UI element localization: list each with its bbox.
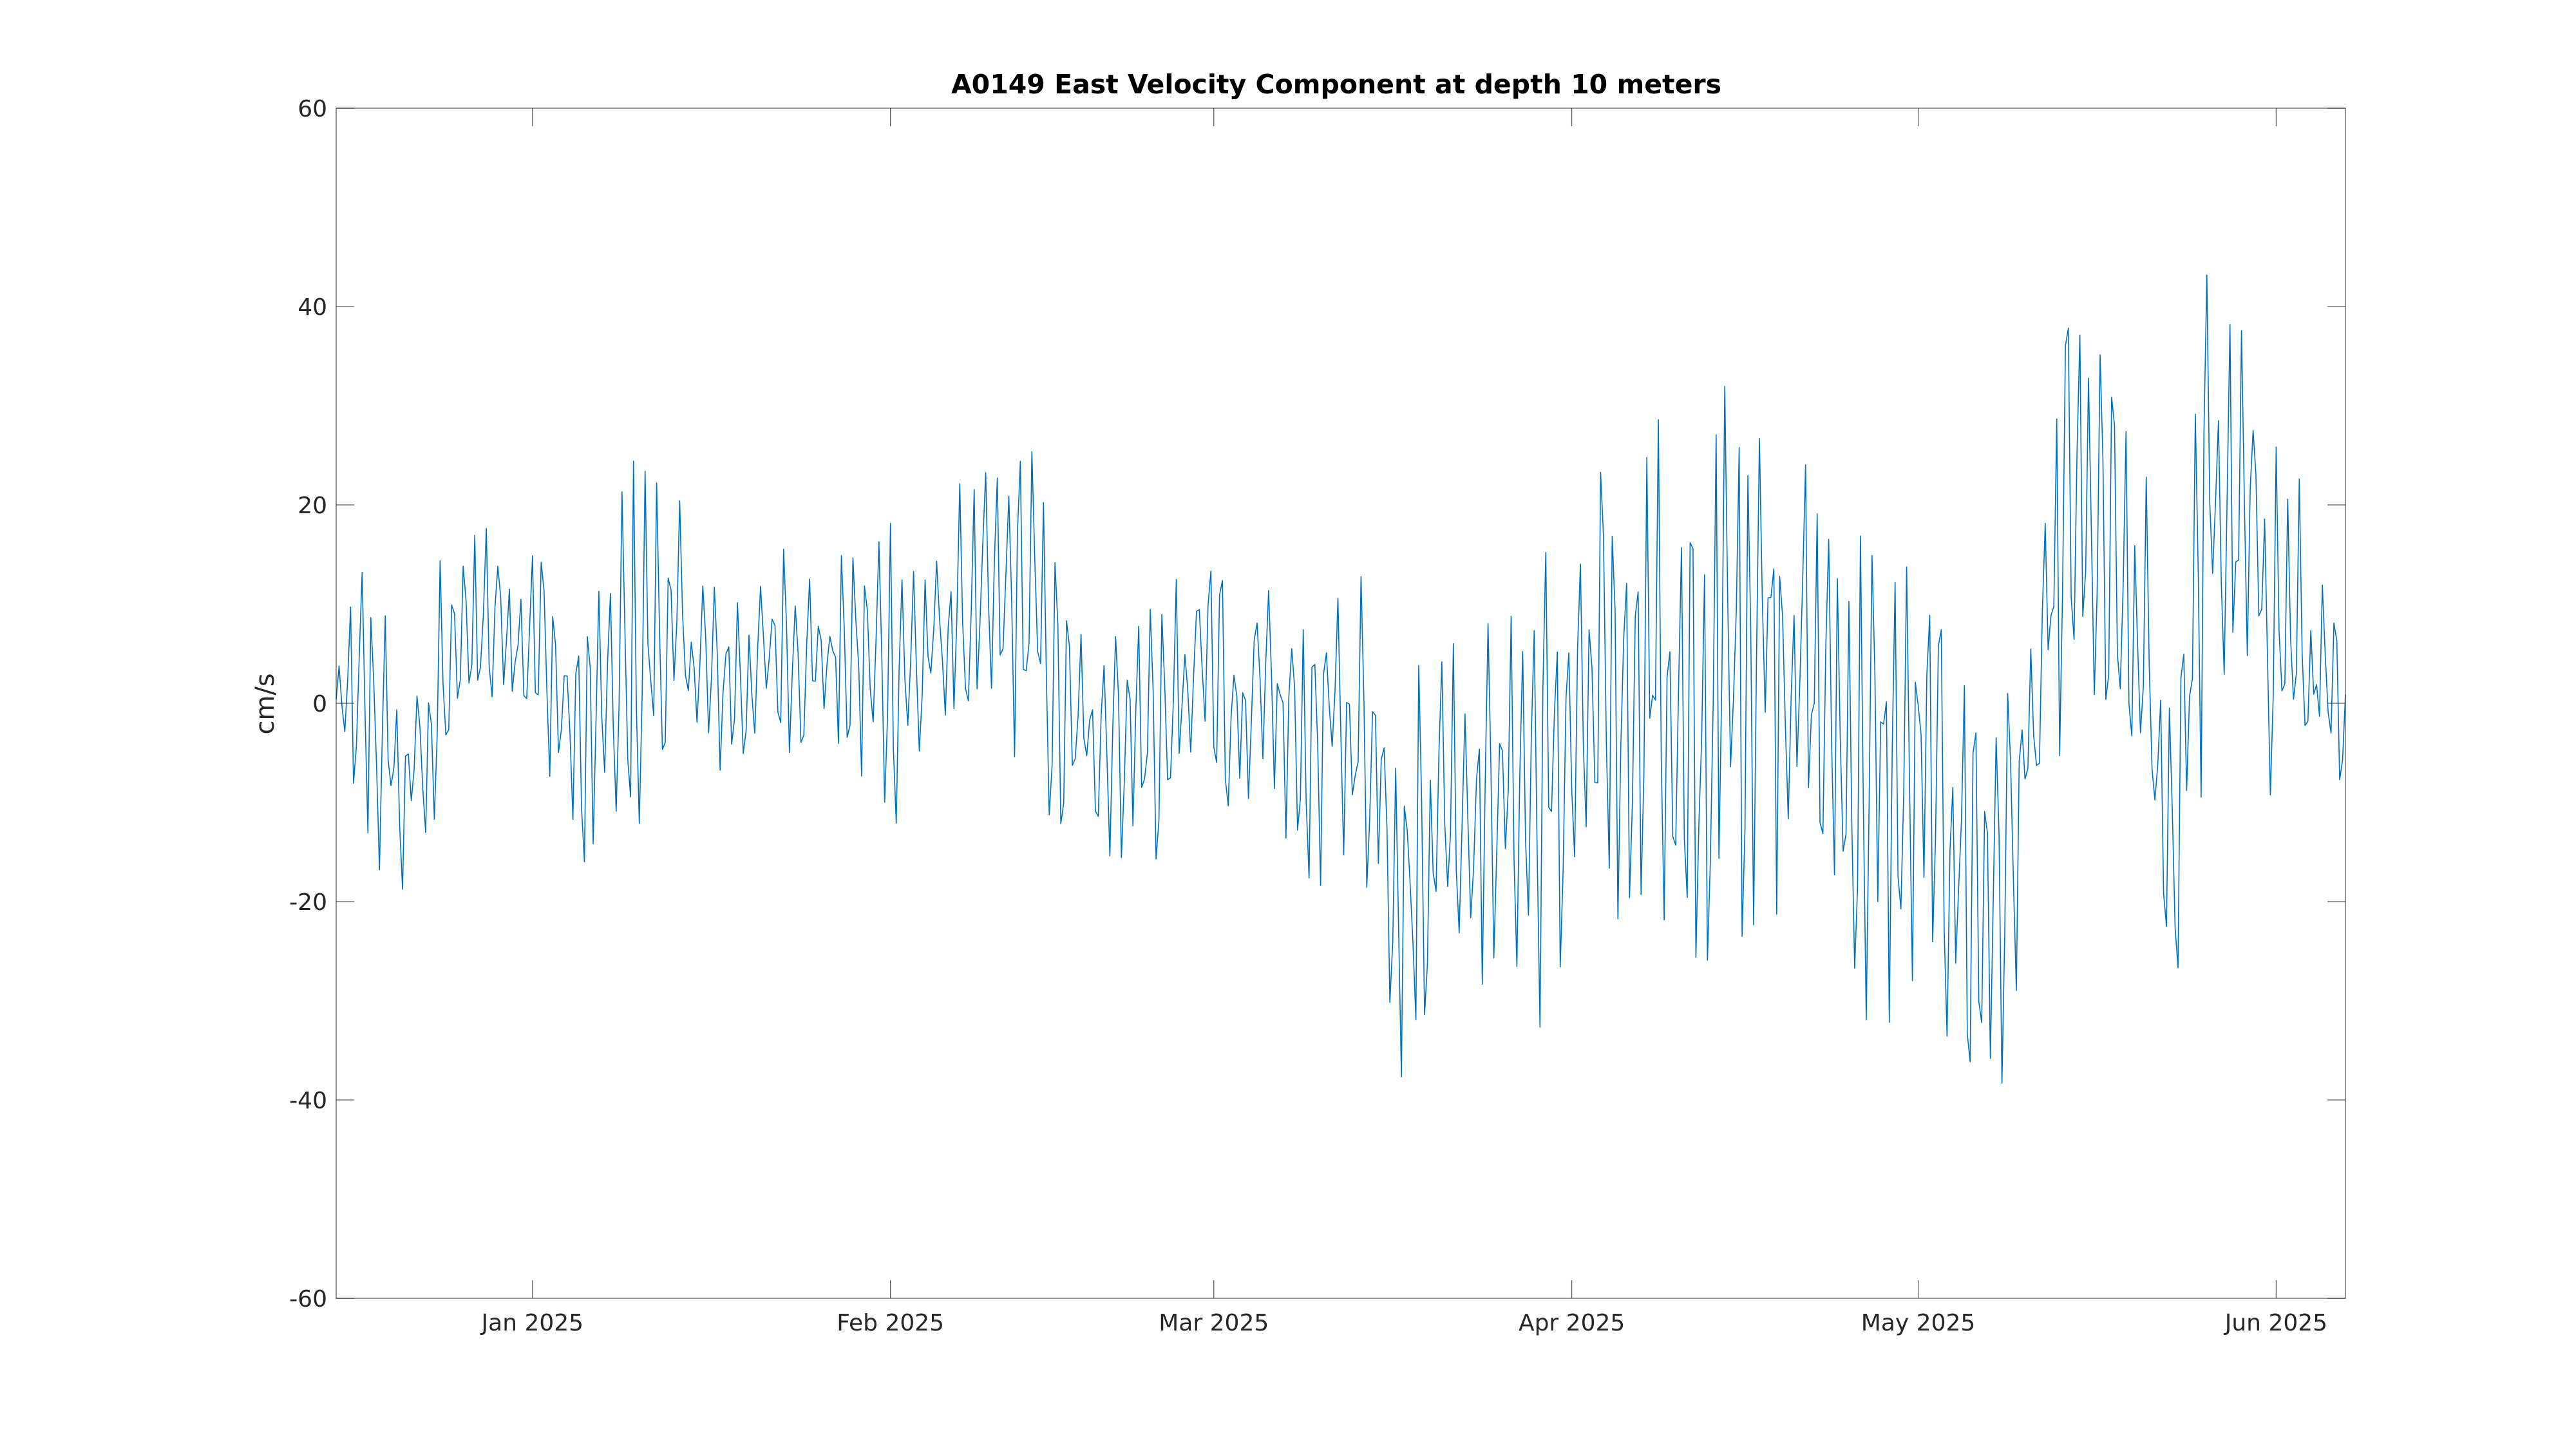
x-tick-label-3: Apr 2025	[1519, 1310, 1625, 1336]
x-tick-label-5: Jun 2025	[2224, 1310, 2327, 1336]
y-tick-label-5: 40	[298, 294, 327, 321]
series-group	[336, 274, 2346, 1084]
plot-area-frame	[336, 108, 2346, 1299]
chart-title: A0149 East Velocity Component at depth 1…	[951, 69, 1721, 100]
x-tick-label-1: Feb 2025	[837, 1310, 944, 1336]
series-line-0	[336, 274, 2346, 1084]
y-tick-label-4: 20	[298, 493, 327, 519]
y-tick-label-2: -20	[289, 889, 327, 916]
y-tick-label-6: 60	[298, 96, 327, 122]
y-axis-label: cm/s	[251, 673, 280, 734]
y-tick-label-0: -60	[289, 1286, 327, 1312]
x-tick-label-4: May 2025	[1861, 1310, 1976, 1336]
y-tick-label-1: -40	[289, 1088, 327, 1114]
y-tick-label-3: 0	[312, 691, 327, 717]
x-tick-label-2: Mar 2025	[1159, 1310, 1269, 1336]
ticks-group: -60 -40 -20 0 20 40 60 Jan 2025 Feb 2025 Mar 2025…	[289, 96, 2345, 1336]
x-tick-label-0: Jan 2025	[480, 1310, 584, 1336]
